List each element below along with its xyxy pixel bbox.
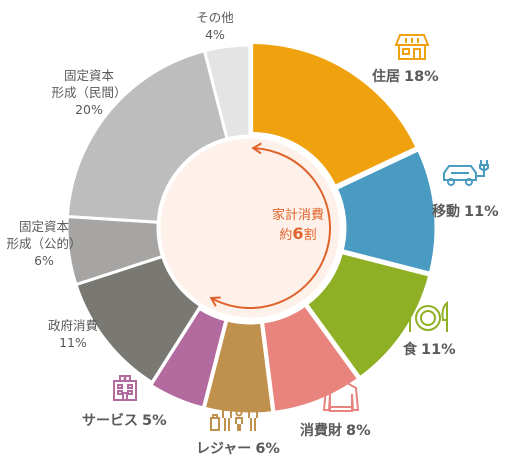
slice-name: 政府消費 [47,318,98,333]
slice-housing [250,40,419,188]
center-label-prefix: 約 [279,228,293,243]
slice-name: 移動 [432,204,460,220]
arc-arrowhead [209,296,221,307]
slice-label-leisure: レジャー 6% [196,440,280,458]
center-label-line1: 家計消費 [271,208,324,223]
slice-name-line1: 固定資本 [63,68,114,83]
family-icon [210,400,258,431]
center-label-suffix: 割 [303,228,317,243]
slice-name-line2: 形成（民間） [51,85,127,100]
sweater-icon [322,381,360,412]
household-arc [210,147,331,309]
arc-arrowhead [251,142,262,155]
slice-name: その他 [196,10,234,25]
slice-name: 食 [403,342,417,358]
slice-percent: 11% [421,342,456,358]
slice-label-services: サービス 5% [82,412,167,430]
center-label-number: 6 [292,224,304,243]
slice-label-public-capital: 固定資本 形成（公的） 6% [2,218,86,269]
slice-label-food: 食 11% [403,341,456,359]
slice-name: サービス [82,413,138,429]
slice-percent: 4% [205,27,225,42]
slice-percent: 8% [346,423,371,439]
slice-name-line2: 形成（公的） [6,236,82,251]
slice-percent: 6% [34,253,54,268]
car-icon [443,160,489,186]
slice-services [149,306,228,410]
slice-percent: 11% [59,335,87,350]
center-label: 家計消費 約6割 [250,207,346,245]
slice-name: 消費財 [300,423,342,439]
slice-label-other: その他 4% [180,9,250,43]
slices-group [65,40,438,416]
slice-label-housing: 住居 18% [372,68,439,86]
slice-percent: 20% [75,102,103,117]
slice-name: 住居 [372,69,400,85]
slice-mobility [334,148,438,275]
slice-percent: 5% [142,413,167,429]
slice-food [305,251,432,380]
slice-label-consumer-goods: 消費財 8% [300,422,371,440]
slice-percent: 18% [404,69,439,85]
house-icon [394,34,430,60]
plate-icon [406,300,448,332]
building-icon [113,375,137,401]
slice-label-mobility: 移動 11% [432,203,499,221]
slice-name: レジャー [196,441,252,457]
center-disc [157,135,343,321]
center-label-line2: 約6割 [250,225,346,245]
household-arc-arrow [209,142,331,309]
slice-name-line1: 固定資本 [18,219,69,234]
slice-percent: 6% [255,441,280,457]
slice-label-government: 政府消費 11% [30,317,116,351]
slice-percent: 11% [464,204,499,220]
slice-label-private-capital: 固定資本 形成（民間） 20% [42,67,136,118]
